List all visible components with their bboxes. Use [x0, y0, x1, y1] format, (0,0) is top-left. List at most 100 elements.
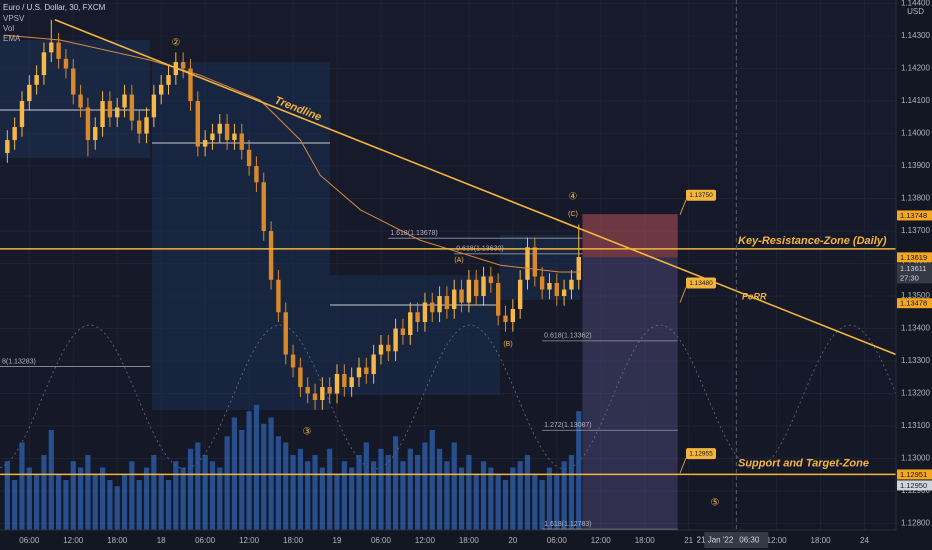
axis-price-label: 1.12950: [900, 481, 927, 490]
x-tick-label: 18: [157, 536, 166, 545]
candle-body: [554, 283, 559, 297]
wave-label: ④: [569, 192, 578, 203]
candle-body: [276, 279, 281, 313]
tag-stem: [679, 287, 687, 303]
candle-body: [202, 140, 208, 147]
x-tick-label: 18:00: [459, 536, 480, 545]
x-tick-label: 20: [508, 536, 517, 545]
axis-price-tag: [897, 210, 932, 221]
price-tag-label: 1.13750: [689, 192, 713, 199]
volume-bar: [34, 473, 40, 530]
price-tag: [686, 277, 716, 289]
candle-body: [444, 296, 450, 310]
candle-body: [5, 140, 10, 154]
x-tick-label: 18:00: [107, 536, 128, 545]
axis-price-label: 1.13611: [900, 264, 927, 273]
candle-body: [115, 107, 120, 118]
indicator-label: EMA: [3, 34, 21, 43]
y-tick-label: 1.12800: [901, 519, 930, 528]
volume-bar: [180, 467, 186, 530]
profile-zone: [500, 235, 580, 300]
volume-bar: [224, 436, 230, 530]
indicator-label: Vol: [3, 24, 14, 33]
time-axis: [0, 530, 932, 550]
candle-body: [151, 94, 157, 118]
volume-bar: [429, 430, 435, 530]
candle-body: [356, 367, 362, 378]
candle-body: [510, 309, 516, 323]
fib-label: 1.618(1.12783): [544, 521, 591, 528]
candle-body: [525, 247, 530, 280]
volume-bar: [349, 467, 355, 530]
y-tick-label: 1.13000: [901, 454, 930, 463]
volume-bar: [143, 467, 150, 530]
axis-price-tag: [897, 252, 932, 263]
volume-bar: [495, 473, 501, 530]
x-tick-label: 18:00: [283, 536, 304, 545]
x-tick-label: 06:00: [547, 536, 568, 545]
volume-bar: [99, 467, 106, 530]
crosshair-tag: [704, 532, 769, 548]
y-tick-label: 1.13200: [901, 389, 930, 398]
fib-label: 0.618(1.13362): [544, 333, 591, 340]
volume-bar: [422, 442, 428, 530]
candle-body: [430, 302, 435, 313]
candle-body: [495, 283, 501, 316]
candle-body: [210, 133, 215, 141]
level-label: Support and Target-Zone: [738, 457, 869, 469]
candle-body: [364, 367, 369, 375]
candle-body: [166, 75, 171, 85]
volume-bar: [209, 461, 216, 530]
volume-bar: [378, 448, 384, 530]
y-tick-label: 1.13600: [901, 259, 930, 268]
candle-body: [576, 257, 581, 280]
plot-layer: 1.618(1.13678)0.618(1.13630)0.618(1.1336…: [0, 19, 897, 530]
ema-line: [3, 34, 581, 273]
profile-zone: [152, 62, 330, 410]
volume-bar: [261, 423, 267, 530]
volume-bar: [356, 455, 362, 530]
volume-bar: [195, 442, 201, 530]
y-tick-label: 1.13500: [901, 291, 930, 300]
x-tick-label: 12:00: [591, 536, 612, 545]
candle-body: [547, 283, 552, 290]
y-tick-label: 1.12900: [901, 486, 930, 495]
volume-bar: [136, 480, 142, 530]
volume-bar: [488, 467, 494, 530]
candle-body: [195, 101, 201, 147]
volume-bar: [524, 455, 531, 530]
y-tick-label: 1.13700: [901, 226, 930, 235]
volume-bar: [121, 473, 128, 530]
y-tick-label: 1.14400: [901, 0, 930, 8]
candle-body: [283, 312, 288, 355]
candle-body: [188, 68, 193, 102]
volume-bar: [312, 455, 318, 530]
indicator-label: VPSV: [3, 14, 25, 23]
candle-body: [371, 354, 376, 375]
candle-body: [312, 393, 318, 401]
volume-bar: [546, 467, 553, 530]
axis-price-label: 1.13478: [900, 299, 927, 308]
x-tick-label: 18:00: [811, 536, 832, 545]
candle-body: [437, 296, 442, 313]
volume-bar: [70, 461, 76, 530]
candle-body: [569, 279, 574, 290]
candle-body: [459, 289, 464, 303]
price-tag-label: 1.13480: [689, 280, 713, 287]
volume-bar: [305, 461, 311, 530]
candle-body: [298, 367, 303, 388]
candle-body: [393, 328, 398, 352]
candle-body: [158, 84, 164, 95]
volume-bar: [385, 455, 391, 530]
volume-bar: [502, 480, 509, 530]
axis-price-label: 1.12951: [900, 470, 927, 479]
volume-bar: [480, 461, 487, 530]
volume-bar: [4, 461, 10, 530]
candle-body: [488, 276, 494, 284]
tag-stem: [679, 199, 687, 215]
volume-bar: [576, 411, 582, 530]
candle-body: [342, 374, 347, 388]
volume-bar: [444, 461, 450, 530]
candle-body: [481, 276, 486, 297]
x-tick-label: 06:00: [371, 536, 392, 545]
